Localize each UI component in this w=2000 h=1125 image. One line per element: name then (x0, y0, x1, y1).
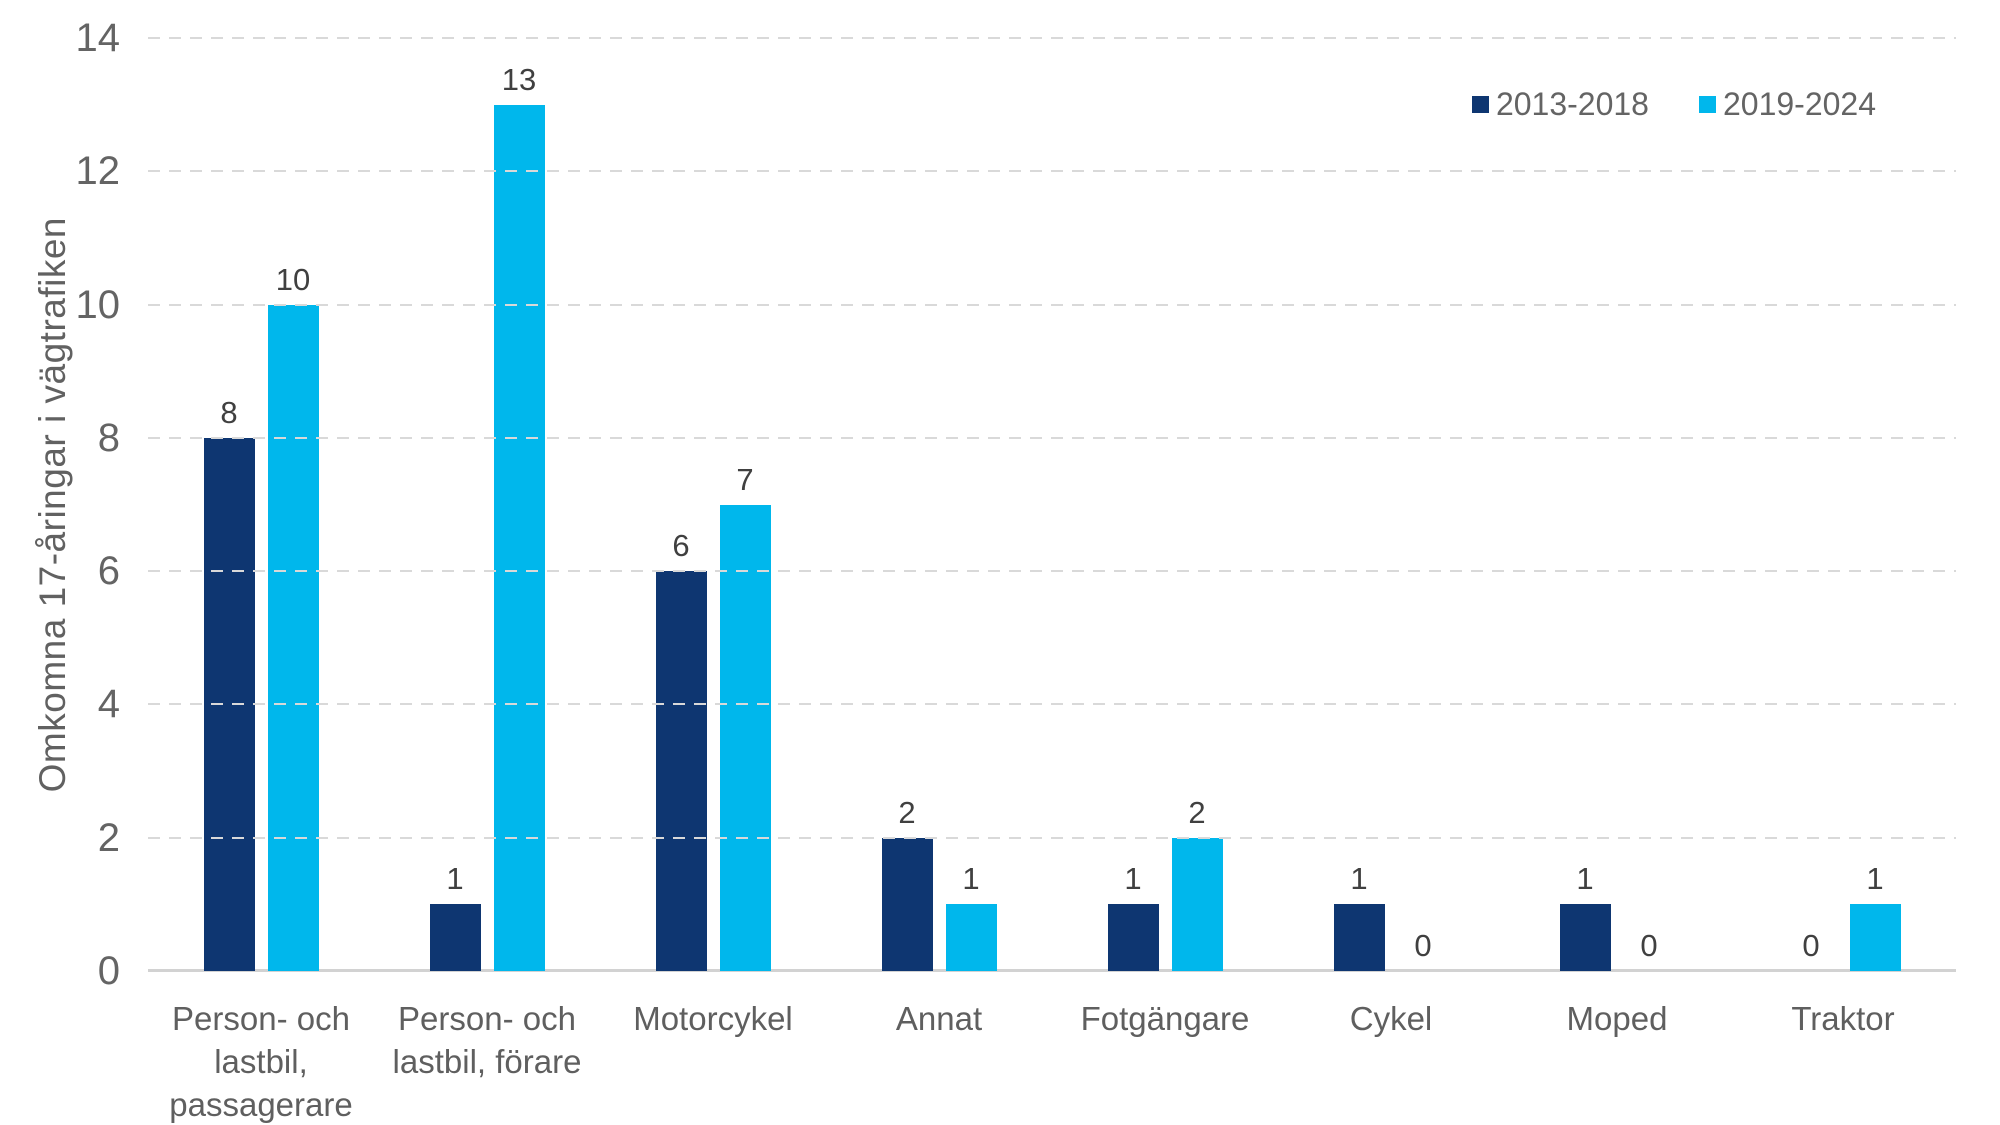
plot-area: 8 10 1 13 6 7 2 1 1 2 1 0 1 0 0 1 (148, 37, 1956, 972)
category-label: Traktor (1791, 1000, 1895, 1037)
legend-item-2013-2018: 2013-2018 (1471, 86, 1649, 123)
legend-label: 2013-2018 (1495, 86, 1649, 122)
y-tick-label: 10 (75, 282, 121, 327)
bar-value-label: 6 (672, 528, 690, 564)
bar-groups: 8 10 1 13 6 7 2 1 1 2 1 0 1 0 0 1 (148, 38, 1956, 971)
gridline (148, 170, 1956, 173)
bar-value-label: 0 (1802, 928, 1820, 963)
y-tick-label: 4 (97, 682, 120, 727)
y-tick-label: 6 (97, 549, 120, 594)
bar-2019-2024: 10 (267, 262, 319, 971)
bar-value-label: 1 (1576, 861, 1594, 897)
legend-label: 2019-2024 (1722, 86, 1876, 122)
legend-swatch-icon (1698, 96, 1716, 113)
bar-group: 1 13 (374, 38, 600, 971)
bar-2019-2024: 7 (719, 462, 771, 971)
y-tick-label: 2 (97, 815, 120, 860)
x-axis-labels: Person- och lastbil, passagerare Person- … (148, 997, 1956, 1125)
bar-2019-2024: 2 (1171, 795, 1223, 971)
category-label: Cykel (1349, 1000, 1433, 1037)
bar-value-label: 2 (1188, 794, 1206, 830)
y-tick-label: 8 (97, 415, 120, 460)
bar-2013-2018: 1 (429, 862, 481, 971)
legend-item-2019-2024: 2019-2024 (1698, 86, 1876, 123)
bar-value-label: 1 (1124, 861, 1142, 897)
category-label: Moped (1566, 1000, 1668, 1037)
bar-2019-2024: 1 (1849, 862, 1901, 971)
legend-swatch-icon (1471, 96, 1489, 113)
legend: 2013-2018 2019-2024 (1471, 86, 1876, 123)
category-label: Motorcykel (633, 1000, 793, 1037)
bar-value-label: 13 (501, 61, 537, 97)
bar-value-label: 1 (962, 861, 980, 897)
bar-value-label: 10 (275, 261, 311, 297)
y-axis-ticks: 0 2 4 6 8 10 12 14 (0, 16, 121, 993)
bar-2013-2018: 2 (881, 795, 933, 971)
bar-2013-2018: 6 (655, 529, 707, 971)
bar-value-label: 0 (1414, 928, 1432, 963)
bar-value-label: 8 (220, 394, 238, 430)
gridline (148, 303, 1956, 306)
category-label: Person- och lastbil, förare (392, 1000, 582, 1080)
x-axis-line (148, 969, 1956, 972)
y-tick-label: 0 (97, 949, 120, 993)
bar-2019-2024: 1 (945, 862, 997, 971)
bar-value-label: 1 (446, 861, 464, 897)
category-label: Annat (895, 1000, 983, 1037)
bar-value-label: 1 (1866, 861, 1884, 897)
bar-2013-2018: 1 (1333, 862, 1385, 971)
bar-value-label: 7 (736, 461, 754, 497)
gridline (148, 836, 1956, 839)
y-tick-label: 14 (75, 16, 121, 60)
bar-2019-2024: 13 (493, 62, 545, 971)
category-label: Person- och lastbil, passagerare (169, 1000, 353, 1123)
bar-value-label: 2 (898, 794, 916, 830)
bar-group: 8 10 (148, 38, 374, 971)
bar-value-label: 1 (1350, 861, 1368, 897)
gridline (148, 37, 1956, 39)
gridline (148, 570, 1956, 573)
category-label: Fotgängare (1080, 1000, 1250, 1037)
bar-2013-2018: 1 (1107, 862, 1159, 971)
gridline (148, 436, 1956, 439)
y-tick-label: 12 (75, 149, 121, 194)
gridline (148, 703, 1956, 706)
bar-2013-2018: 1 (1559, 862, 1611, 971)
bar-value-label: 0 (1640, 928, 1658, 963)
